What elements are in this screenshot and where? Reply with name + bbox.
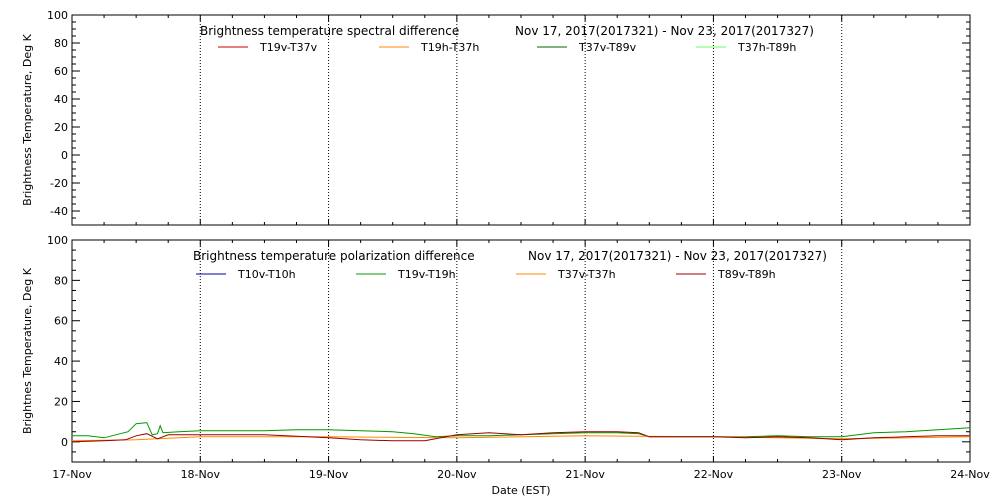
plot-frame [71, 14, 971, 226]
x-tick-label: 24-Nov [950, 468, 990, 481]
legend-label: T19v-T19h [397, 268, 456, 281]
y-tick-label: -20 [50, 177, 68, 190]
grid [199, 15, 843, 225]
legend-label: T19v-T37v [259, 41, 318, 54]
legend-label: T37v-T37h [557, 268, 616, 281]
spectral-difference-panel: 100 80 60 40 20 0 -20 -40 Brightness temperatur… [21, 9, 971, 226]
x-tick-label: 20-Nov [437, 468, 477, 481]
y-axis-ticks: 100 80 60 40 20 0 [47, 234, 970, 463]
y-tick-label: 40 [54, 93, 68, 106]
x-tick-label: 22-Nov [694, 468, 734, 481]
polarization-difference-panel: 100 80 60 40 20 0 17-Nov 18-Nov 19-Nov 20-Nov 21-… [21, 234, 990, 481]
y-tick-label: 20 [54, 395, 68, 408]
chart-title: Brightness temperature polarization diff… [193, 249, 475, 263]
x-axis-ticks: 17-Nov 18-Nov 19-Nov 20-Nov 21-Nov 22-Nov 23-N… [52, 240, 990, 481]
legend-label: T19h-T37h [420, 41, 479, 54]
x-axis-ticks [71, 15, 971, 225]
x-tick-label: 23-Nov [822, 468, 862, 481]
y-axis-label: Brightness Temperature, Deg K [21, 33, 34, 205]
legend-label: T37h-T89h [737, 41, 796, 54]
legend: T19v-T37v T19h-T37h T37v-T89v T37h-T89h [218, 41, 796, 54]
series-line-t89v-t89h [71, 431, 970, 443]
y-tick-label: 20 [54, 121, 68, 134]
date-range: Nov 17, 2017(2017321) - Nov 23, 2017(201… [528, 249, 827, 263]
legend: T10v-T10h T19v-T19h T37v-T37h T89v-T89h [196, 268, 776, 281]
x-tick-label: 18-Nov [181, 468, 221, 481]
y-tick-label: 60 [54, 315, 68, 328]
legend-label: T37v-T89v [578, 41, 637, 54]
chart-title: Brightness temperature spectral differen… [200, 24, 459, 38]
series-lines [71, 422, 971, 443]
x-tick-label: 21-Nov [565, 468, 605, 481]
y-tick-label: 80 [54, 274, 68, 287]
legend-label: T10v-T10h [237, 268, 296, 281]
y-tick-label: 0 [61, 149, 68, 162]
x-axis-label: Date (EST) [491, 484, 550, 497]
x-tick-label: 19-Nov [309, 468, 349, 481]
y-tick-label: 0 [61, 436, 68, 449]
y-tick-label: 80 [54, 37, 68, 50]
x-tick-label: 17-Nov [52, 468, 92, 481]
legend-label: T89v-T89h [717, 268, 776, 281]
y-tick-label: 60 [54, 65, 68, 78]
series-line-t19v-t19h [72, 422, 971, 439]
y-tick-label: 40 [54, 355, 68, 368]
y-tick-label: -40 [50, 205, 68, 218]
date-range: Nov 17, 2017(2017321) - Nov 23, 2017(201… [515, 24, 814, 38]
y-tick-label: 100 [47, 234, 68, 247]
y-tick-label: 100 [47, 9, 68, 22]
grid [199, 240, 843, 462]
plot-frame [71, 239, 971, 463]
y-axis-label: Brightnes Temperature, Deg K [21, 267, 34, 434]
y-axis-ticks: 100 80 60 40 20 0 -20 -40 [47, 9, 970, 226]
